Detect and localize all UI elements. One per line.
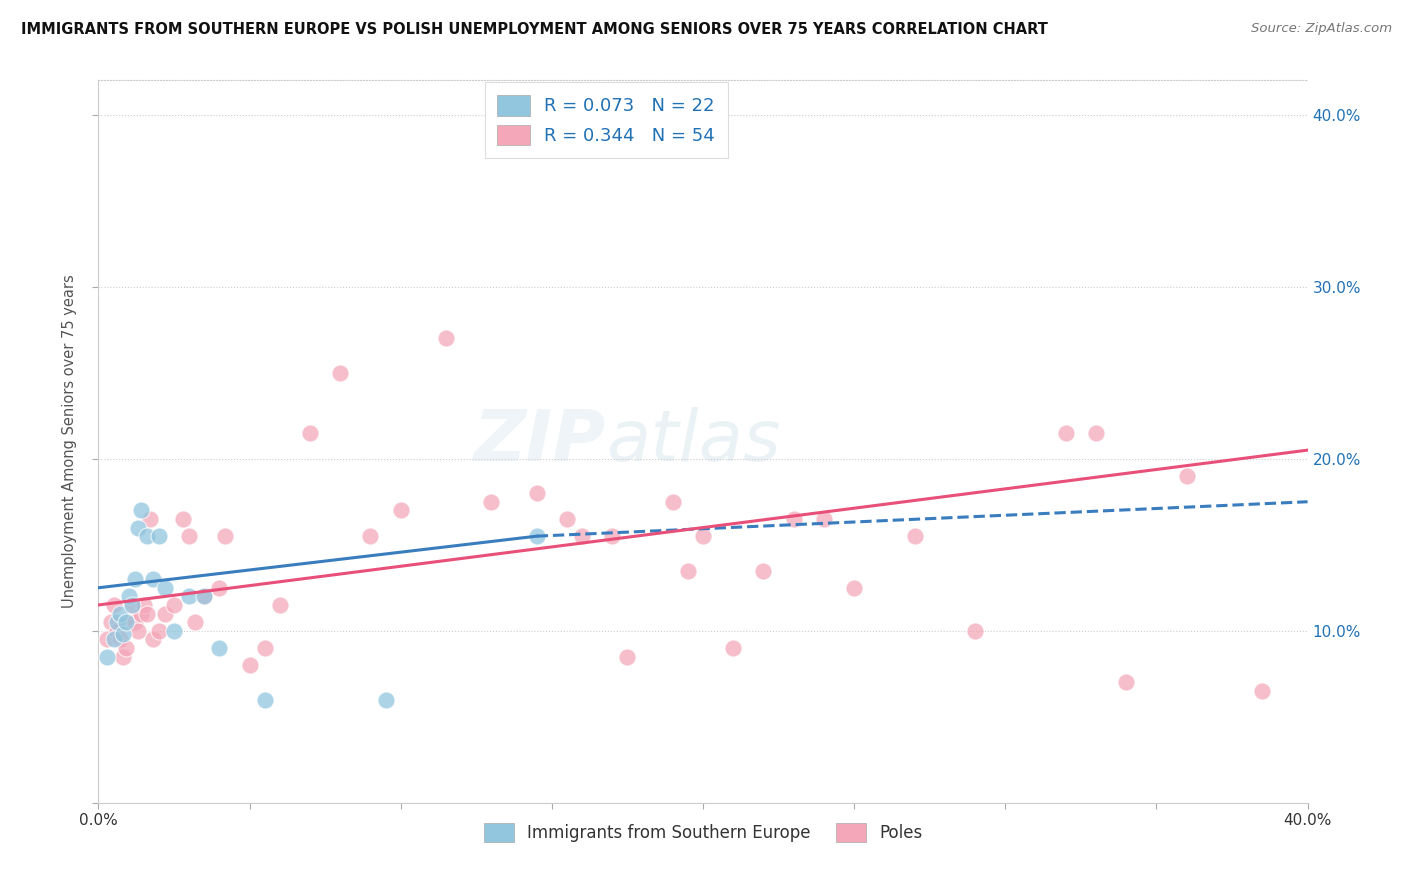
Point	[135, 607, 157, 621]
Point	[148, 624, 170, 638]
Point	[124, 572, 146, 586]
Text: atlas: atlas	[606, 407, 780, 476]
Point	[96, 632, 118, 647]
Point	[148, 529, 170, 543]
Text: ZIP: ZIP	[474, 407, 606, 476]
Point	[108, 632, 131, 647]
Point	[602, 529, 624, 543]
Point	[105, 624, 128, 638]
Y-axis label: Unemployment Among Seniors over 75 years: Unemployment Among Seniors over 75 years	[62, 275, 77, 608]
Text: IMMIGRANTS FROM SOUTHERN EUROPE VS POLISH UNEMPLOYMENT AMONG SENIORS OVER 75 YEA: IMMIGRANTS FROM SOUTHERN EUROPE VS POLIS…	[21, 22, 1047, 37]
Point	[129, 607, 152, 621]
Point	[360, 529, 382, 543]
Point	[389, 503, 412, 517]
Point	[142, 632, 165, 647]
Point	[269, 598, 291, 612]
Point	[253, 692, 276, 706]
Point	[135, 529, 157, 543]
Point	[179, 529, 201, 543]
Point	[127, 624, 149, 638]
Point	[253, 640, 276, 655]
Legend: Immigrants from Southern Europe, Poles: Immigrants from Southern Europe, Poles	[477, 816, 929, 848]
Point	[752, 564, 775, 578]
Point	[661, 494, 683, 508]
Point	[434, 331, 457, 345]
Point	[723, 640, 745, 655]
Text: Source: ZipAtlas.com: Source: ZipAtlas.com	[1251, 22, 1392, 36]
Point	[163, 598, 186, 612]
Point	[526, 486, 548, 500]
Point	[124, 615, 146, 630]
Point	[100, 615, 122, 630]
Point	[676, 564, 699, 578]
Point	[103, 598, 125, 612]
Point	[374, 692, 396, 706]
Point	[239, 658, 262, 673]
Point	[105, 615, 128, 630]
Point	[1115, 675, 1137, 690]
Point	[616, 649, 638, 664]
Point	[783, 512, 806, 526]
Point	[184, 615, 207, 630]
Point	[179, 590, 201, 604]
Point	[1175, 469, 1198, 483]
Point	[329, 366, 352, 380]
Point	[132, 598, 155, 612]
Point	[103, 632, 125, 647]
Point	[172, 512, 194, 526]
Point	[118, 615, 141, 630]
Point	[1054, 425, 1077, 440]
Point	[114, 615, 136, 630]
Point	[844, 581, 866, 595]
Point	[121, 598, 143, 612]
Point	[108, 607, 131, 621]
Point	[692, 529, 714, 543]
Point	[481, 494, 503, 508]
Point	[214, 529, 236, 543]
Point	[299, 425, 322, 440]
Point	[139, 512, 162, 526]
Point	[96, 649, 118, 664]
Point	[118, 590, 141, 604]
Point	[1085, 425, 1108, 440]
Point	[208, 640, 231, 655]
Point	[208, 581, 231, 595]
Point	[1251, 684, 1274, 698]
Point	[121, 598, 143, 612]
Point	[193, 590, 215, 604]
Point	[111, 627, 134, 641]
Point	[114, 640, 136, 655]
Point	[813, 512, 835, 526]
Point	[129, 503, 152, 517]
Point	[153, 581, 176, 595]
Point	[142, 572, 165, 586]
Point	[111, 649, 134, 664]
Point	[153, 607, 176, 621]
Point	[904, 529, 927, 543]
Point	[526, 529, 548, 543]
Point	[555, 512, 578, 526]
Point	[127, 520, 149, 534]
Point	[571, 529, 593, 543]
Point	[193, 590, 215, 604]
Point	[163, 624, 186, 638]
Point	[965, 624, 987, 638]
